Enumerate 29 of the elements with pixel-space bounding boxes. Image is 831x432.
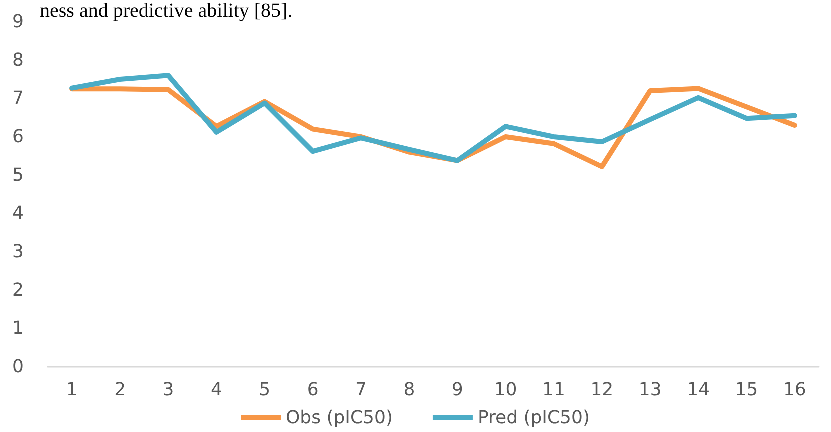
y-tick-label: 0 bbox=[12, 356, 24, 378]
x-tick-label: 10 bbox=[494, 380, 518, 400]
y-tick-label: 6 bbox=[12, 126, 24, 148]
y-tick-label: 9 bbox=[12, 12, 24, 32]
y-tick-label: 5 bbox=[12, 164, 24, 186]
x-tick-label: 3 bbox=[162, 380, 174, 400]
text: ness and predictive ability [85]. bbox=[40, 0, 293, 23]
legend-label: Obs (pIC50) bbox=[286, 408, 393, 428]
y-tick-label: 1 bbox=[12, 318, 24, 340]
y-tick-label: 3 bbox=[12, 242, 24, 262]
x-tick-label: 5 bbox=[259, 380, 271, 400]
x-tick-label: 15 bbox=[735, 380, 758, 400]
x-tick-label: 7 bbox=[355, 380, 367, 400]
x-tick-label: 1 bbox=[66, 380, 78, 400]
x-tick-label: 11 bbox=[542, 380, 566, 400]
x-tick-label: 16 bbox=[783, 380, 806, 400]
y-tick-label: 8 bbox=[12, 50, 24, 71]
x-tick-label: 4 bbox=[210, 380, 222, 400]
x-tick-label: 9 bbox=[452, 380, 464, 400]
x-tick-label: 8 bbox=[404, 380, 416, 400]
legend-label: Pred (pIC50) bbox=[478, 408, 590, 428]
x-tick-label: 13 bbox=[638, 380, 662, 400]
x-tick-label: 12 bbox=[590, 380, 614, 400]
x-tick-label: 2 bbox=[114, 380, 126, 400]
x-tick-label: 6 bbox=[307, 380, 319, 400]
x-tick-label: 14 bbox=[687, 380, 710, 400]
y-tick-label: 7 bbox=[12, 88, 24, 110]
y-tick-label: 4 bbox=[12, 203, 24, 224]
y-tick-label: 2 bbox=[12, 280, 24, 301]
